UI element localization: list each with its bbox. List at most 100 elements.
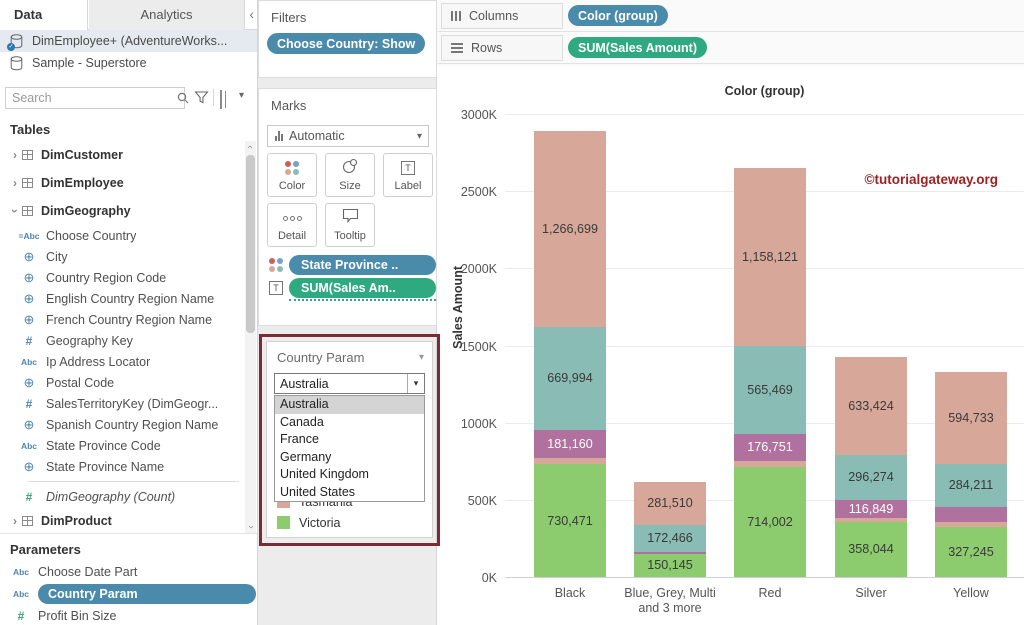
parameter-row[interactable]: #Profit Bin Size bbox=[0, 605, 257, 625]
bar-segment[interactable]: 714,002 bbox=[734, 467, 806, 577]
marks-button-detail[interactable]: Detail bbox=[267, 203, 317, 247]
legend-item[interactable]: Victoria bbox=[277, 512, 353, 533]
bar-blue-grey-multi-and-more[interactable]: 150,145172,466281,510 bbox=[634, 105, 706, 577]
columns-shelf[interactable]: Columns Color (group) bbox=[437, 0, 1024, 32]
bar-segment[interactable]: 1,158,121 bbox=[734, 168, 806, 347]
x-tick-label: Yellow bbox=[911, 586, 1024, 601]
bar-segment[interactable]: 150,145 bbox=[634, 554, 706, 577]
search-box[interactable] bbox=[5, 87, 185, 109]
chevron-down-icon[interactable]: › bbox=[8, 204, 22, 218]
chevron-right-icon[interactable]: › bbox=[8, 148, 22, 162]
bar-segment[interactable]: 633,424 bbox=[835, 357, 907, 455]
bar-segment[interactable] bbox=[734, 461, 806, 467]
scroll-up-icon[interactable]: › bbox=[245, 141, 256, 153]
dropdown-option[interactable]: United States bbox=[275, 484, 424, 502]
bar-black[interactable]: 730,471 181,160669,9941,266,699 bbox=[534, 105, 606, 577]
field-row[interactable]: #SalesTerritoryKey (DimGeogr... bbox=[0, 393, 245, 414]
field-row[interactable]: ⊕Country Region Code bbox=[0, 267, 245, 288]
chevron-right-icon[interactable]: › bbox=[8, 514, 22, 528]
field-row[interactable]: =AbcChoose Country bbox=[0, 225, 245, 246]
bar-segment[interactable] bbox=[835, 518, 907, 521]
marks-pill[interactable]: State Province .. bbox=[289, 255, 436, 275]
bar-yellow[interactable]: 327,245 284,211594,733 bbox=[935, 105, 1007, 577]
bar-segment[interactable]: 284,211 bbox=[935, 464, 1007, 508]
data-pane: Data Analytics ‹ ✓DimEmployee+ (Adventur… bbox=[0, 0, 258, 625]
bar-segment[interactable] bbox=[935, 522, 1007, 527]
country-param-select[interactable]: Australia ▾ bbox=[274, 373, 425, 394]
scroll-down-icon[interactable]: › bbox=[245, 521, 256, 533]
bar-segment[interactable]: 358,044 bbox=[835, 522, 907, 577]
chevron-down-icon[interactable]: ▾ bbox=[419, 352, 424, 363]
table-row[interactable]: ›DimEmployee bbox=[0, 169, 245, 197]
rows-shelf[interactable]: Rows SUM(Sales Amount) bbox=[437, 32, 1024, 64]
bar-segment[interactable]: 176,751 bbox=[734, 434, 806, 461]
bar-segment[interactable] bbox=[634, 552, 706, 554]
parameter-row[interactable]: AbcChoose Date Part bbox=[0, 561, 257, 583]
mark-type-dropdown[interactable]: Automatic ▾ bbox=[267, 125, 429, 147]
marks-button-tooltip[interactable]: Tooltip bbox=[325, 203, 375, 247]
marks-button-color[interactable]: Color bbox=[267, 153, 317, 197]
marks-button-size[interactable]: Size bbox=[325, 153, 375, 197]
field-row[interactable]: ⊕State Province Name bbox=[0, 456, 245, 477]
bar-segment[interactable] bbox=[534, 458, 606, 464]
tab-data[interactable]: Data bbox=[0, 0, 88, 30]
bar-silver[interactable]: 358,044 116,849296,274633,424 bbox=[835, 105, 907, 577]
bar-segment[interactable] bbox=[935, 507, 1007, 521]
table-icon bbox=[22, 178, 33, 188]
field-row[interactable]: AbcState Province Code bbox=[0, 435, 245, 456]
view-options-caret-icon[interactable]: ▾ bbox=[239, 90, 244, 101]
filter-funnel-icon[interactable] bbox=[194, 90, 209, 110]
table-row[interactable]: ›DimGeography bbox=[0, 197, 245, 225]
bar-segment[interactable]: 296,274 bbox=[835, 455, 907, 501]
marks-pill[interactable]: SUM(Sales Am.. bbox=[289, 278, 436, 298]
bar-segment[interactable]: 116,849 bbox=[835, 500, 907, 518]
mark-type-value: Automatic bbox=[289, 129, 345, 143]
rows-pill-sum-sales[interactable]: SUM(Sales Amount) bbox=[568, 37, 707, 58]
globe-icon: ⊕ bbox=[14, 270, 44, 286]
bar-segment[interactable]: 565,469 bbox=[734, 346, 806, 433]
field-row[interactable]: #DimGeography (Count) bbox=[0, 486, 245, 507]
field-row[interactable]: ⊕English Country Region Name bbox=[0, 288, 245, 309]
country-param-header[interactable]: Country Param ▾ bbox=[267, 342, 432, 365]
tab-analytics[interactable]: Analytics bbox=[89, 0, 245, 30]
view-grid-icon[interactable] bbox=[220, 91, 230, 109]
dropdown-option[interactable]: United Kingdom bbox=[275, 466, 424, 484]
datasource-item[interactable]: ✓DimEmployee+ (AdventureWorks... bbox=[0, 30, 257, 52]
bar-red[interactable]: 714,002 176,751565,4691,158,121 bbox=[734, 105, 806, 577]
dropdown-option[interactable]: Australia bbox=[275, 396, 424, 414]
bar-segment[interactable]: 327,245 bbox=[935, 527, 1007, 578]
dropdown-option[interactable]: Germany bbox=[275, 449, 424, 467]
bar-segment[interactable]: 730,471 bbox=[534, 464, 606, 577]
fields-scrollbar[interactable]: › › bbox=[245, 141, 256, 533]
field-row[interactable]: ⊕Spanish Country Region Name bbox=[0, 414, 245, 435]
bar-segment[interactable]: 669,994 bbox=[534, 327, 606, 430]
bar-segment[interactable]: 1,266,699 bbox=[534, 131, 606, 326]
filter-pill-choose-country[interactable]: Choose Country: Show bbox=[267, 33, 425, 54]
select-caret-icon[interactable]: ▾ bbox=[407, 374, 424, 393]
field-row[interactable]: #Geography Key bbox=[0, 330, 245, 351]
table-row[interactable]: ›DimProduct bbox=[0, 507, 245, 533]
segment-value-label: 116,849 bbox=[849, 502, 894, 516]
chevron-right-icon[interactable]: › bbox=[8, 176, 22, 190]
bar-segment[interactable]: 181,160 bbox=[534, 430, 606, 458]
field-row[interactable]: ⊕City bbox=[0, 246, 245, 267]
bar-segment[interactable]: 172,466 bbox=[634, 525, 706, 552]
scrollbar-thumb[interactable] bbox=[246, 155, 255, 333]
dropdown-option[interactable]: Canada bbox=[275, 414, 424, 432]
table-row[interactable]: ›DimCustomer bbox=[0, 141, 245, 169]
field-row[interactable]: AbcIp Address Locator bbox=[0, 351, 245, 372]
y-tick-label: 2500K bbox=[435, 185, 497, 199]
bar-segment[interactable]: 594,733 bbox=[935, 372, 1007, 464]
parameter-pill-selected[interactable]: Country Param bbox=[38, 584, 256, 604]
parameter-row[interactable]: AbcCountry Param bbox=[0, 583, 257, 605]
datasource-item[interactable]: Sample - Superstore bbox=[0, 52, 257, 74]
columns-pill-color-group[interactable]: Color (group) bbox=[568, 5, 668, 26]
collapse-pane-icon[interactable]: ‹ bbox=[249, 6, 254, 22]
bar-segment[interactable]: 281,510 bbox=[634, 482, 706, 525]
search-input[interactable] bbox=[6, 91, 173, 105]
globe-icon: ⊕ bbox=[14, 417, 44, 433]
field-row[interactable]: ⊕French Country Region Name bbox=[0, 309, 245, 330]
marks-button-label[interactable]: TLabel bbox=[383, 153, 433, 197]
dropdown-option[interactable]: France bbox=[275, 431, 424, 449]
field-row[interactable]: ⊕Postal Code bbox=[0, 372, 245, 393]
